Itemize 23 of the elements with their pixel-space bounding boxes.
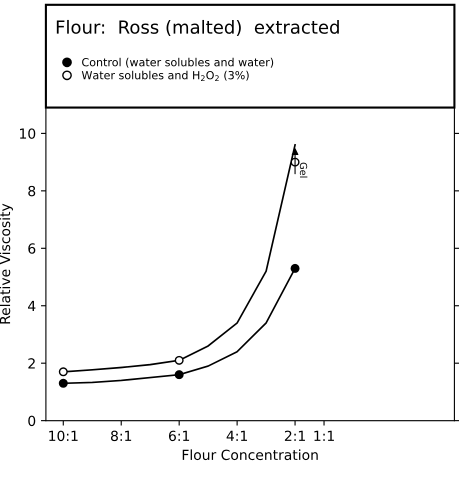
legend-label: Water solubles and H$_{2}$O$_{2}$ (3%) xyxy=(82,70,249,82)
y-tick-label: 6 xyxy=(28,243,36,254)
point xyxy=(174,370,184,380)
y-tick-label: 2 xyxy=(28,358,35,368)
point xyxy=(58,378,68,388)
point xyxy=(290,264,300,273)
chart-title: Flour: Ross (malted) extracted xyxy=(56,20,339,36)
y-tick-label: 0 xyxy=(28,416,36,426)
point xyxy=(58,367,68,376)
y-tick-label: 8 xyxy=(28,186,36,196)
x-tick-label: 1:1 xyxy=(314,430,334,441)
x-tick-label: 2:1 xyxy=(284,430,305,441)
annotation: Gel xyxy=(300,162,308,178)
y-axis-title: Relative Viscosity xyxy=(0,204,13,324)
legend-label: Control (water solubles and water) xyxy=(82,58,274,68)
x-axis-title: Flour Concentration xyxy=(182,449,318,460)
point xyxy=(174,356,184,365)
y-tick-label: 4 xyxy=(28,300,36,312)
y-tick-label: 10 xyxy=(20,128,36,139)
x-tick-label: 6:1 xyxy=(168,430,190,442)
x-tick-label: 8:1 xyxy=(110,430,132,442)
x-tick-label: 10:1 xyxy=(49,430,78,442)
x-tick-label: 4:1 xyxy=(226,430,248,441)
